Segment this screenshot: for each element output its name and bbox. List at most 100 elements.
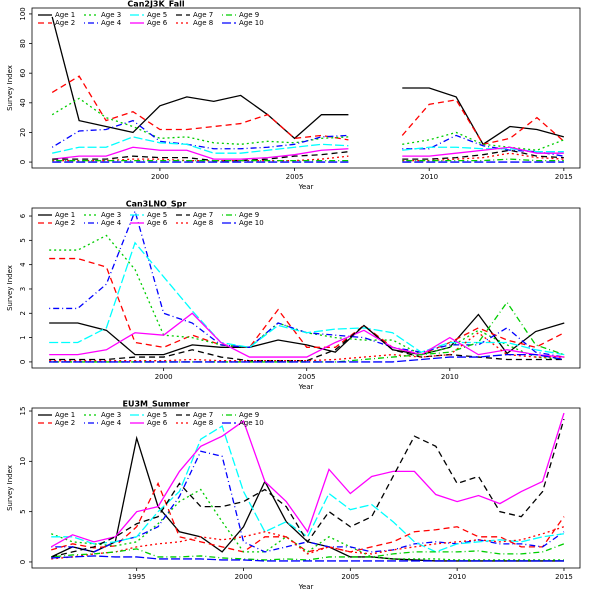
series-line — [50, 412, 565, 548]
legend-label: Age 3 — [101, 211, 121, 219]
y-tick-label: 60 — [19, 69, 27, 78]
series-line — [52, 136, 564, 154]
x-tick-label: 2010 — [441, 373, 459, 381]
series-line — [52, 158, 564, 162]
y-tick-label: 1 — [19, 335, 27, 339]
y-tick-label: 100 — [19, 7, 27, 20]
series-line — [52, 146, 564, 160]
legend-label: Age 5 — [147, 11, 167, 19]
legend-label: Age 6 — [147, 19, 168, 27]
legend-label: Age 5 — [147, 411, 167, 419]
series-line — [51, 16, 565, 146]
legend-label: Age 2 — [55, 219, 75, 227]
y-tick-label: 0 — [19, 160, 27, 164]
x-tick-label: 1995 — [128, 573, 146, 581]
y-tick-label: 5 — [19, 238, 27, 242]
y-axis-label: Survey Index — [6, 265, 14, 311]
legend-label: Age 7 — [193, 11, 213, 19]
x-tick-label: 2010 — [448, 573, 466, 581]
panel: Can3LNO_Spr Year Survey Index 2000 2005 2010 0… — [6, 200, 581, 391]
legend-label: Age 10 — [239, 19, 264, 27]
panel-title: EU3M_Summer — [123, 400, 190, 409]
x-tick-label: 2000 — [151, 173, 169, 181]
y-tick-label: 0 — [19, 360, 27, 364]
y-tick-label: 15 — [19, 407, 27, 416]
y-tick-label: 10 — [19, 457, 27, 466]
x-tick-label: 2000 — [155, 373, 173, 381]
plot-frame — [31, 7, 581, 169]
legend-label: Age 9 — [239, 11, 259, 19]
y-tick-label: 3 — [19, 287, 27, 291]
series-line — [49, 313, 565, 356]
legend-label: Age 3 — [101, 11, 121, 19]
panel: EU3M_Summer Year Survey Index 1995 2000 2005 2… — [6, 400, 581, 591]
legend-label: Age 4 — [101, 219, 122, 227]
y-axis-label: Survey Index — [6, 465, 14, 511]
series-line — [51, 418, 565, 558]
legend-label: Age 9 — [239, 211, 259, 219]
legend-label: Age 6 — [147, 219, 168, 227]
legend-label: Age 1 — [55, 411, 75, 419]
series-line — [51, 488, 564, 561]
legend-label: Age 7 — [193, 211, 213, 219]
series-line — [51, 97, 565, 151]
legend-label: Age 2 — [55, 419, 75, 427]
legend-label: Age 1 — [55, 211, 75, 219]
series-line — [51, 526, 565, 560]
series-line — [49, 257, 565, 356]
series-line — [51, 555, 564, 562]
y-tick-label: 5 — [19, 509, 27, 513]
panel-title: Can3LNO_Spr — [126, 200, 187, 209]
series-line — [51, 543, 565, 561]
legend-label: Age 8 — [193, 219, 213, 227]
x-tick-label: 2010 — [420, 173, 438, 181]
x-axis-label: Year — [298, 383, 314, 391]
x-axis-label: Year — [298, 183, 314, 191]
legend-label: Age 8 — [193, 419, 213, 427]
series-line — [49, 353, 565, 363]
series-line — [52, 149, 564, 162]
x-axis-label: Year — [298, 583, 314, 591]
legend-label: Age 6 — [147, 419, 168, 427]
series-line — [51, 481, 565, 553]
legend-label: Age 10 — [239, 219, 264, 227]
y-tick-label: 2 — [19, 311, 27, 315]
legend-label: Age 10 — [239, 419, 264, 427]
legend-label: Age 2 — [55, 19, 75, 27]
legend-label: Age 9 — [239, 411, 259, 419]
series-line — [49, 234, 565, 361]
legend-label: Age 5 — [147, 211, 167, 219]
series-line — [49, 331, 565, 362]
series-line — [51, 425, 565, 553]
legend-label: Age 1 — [55, 11, 75, 19]
plot-frame — [31, 407, 581, 569]
legend-label: Age 8 — [193, 19, 213, 27]
x-tick-label: 2005 — [286, 173, 304, 181]
plot-frame — [31, 207, 581, 369]
x-tick-label: 2015 — [555, 573, 573, 581]
series-line — [49, 241, 565, 356]
y-tick-label: 6 — [19, 213, 27, 218]
y-tick-label: 80 — [19, 39, 27, 48]
series-line — [51, 119, 564, 157]
legend-label: Age 7 — [193, 411, 213, 419]
series-line — [49, 312, 565, 358]
y-tick-label: 0 — [19, 560, 27, 564]
x-tick-label: 2005 — [298, 373, 316, 381]
series-line — [51, 75, 565, 146]
y-axis-label: Survey Index — [6, 65, 14, 111]
y-tick-label: 40 — [19, 98, 27, 107]
legend-label: Age 4 — [101, 19, 122, 27]
legend-label: Age 4 — [101, 419, 122, 427]
y-tick-label: 4 — [19, 262, 27, 267]
x-tick-label: 2015 — [555, 173, 573, 181]
series-line — [49, 324, 565, 362]
series-line — [49, 209, 565, 358]
legend-label: Age 3 — [101, 411, 121, 419]
x-tick-label: 2005 — [341, 573, 359, 581]
panel-title: Can2J3K_Fall — [127, 0, 184, 9]
y-tick-label: 20 — [19, 128, 27, 137]
x-tick-label: 2000 — [235, 573, 253, 581]
